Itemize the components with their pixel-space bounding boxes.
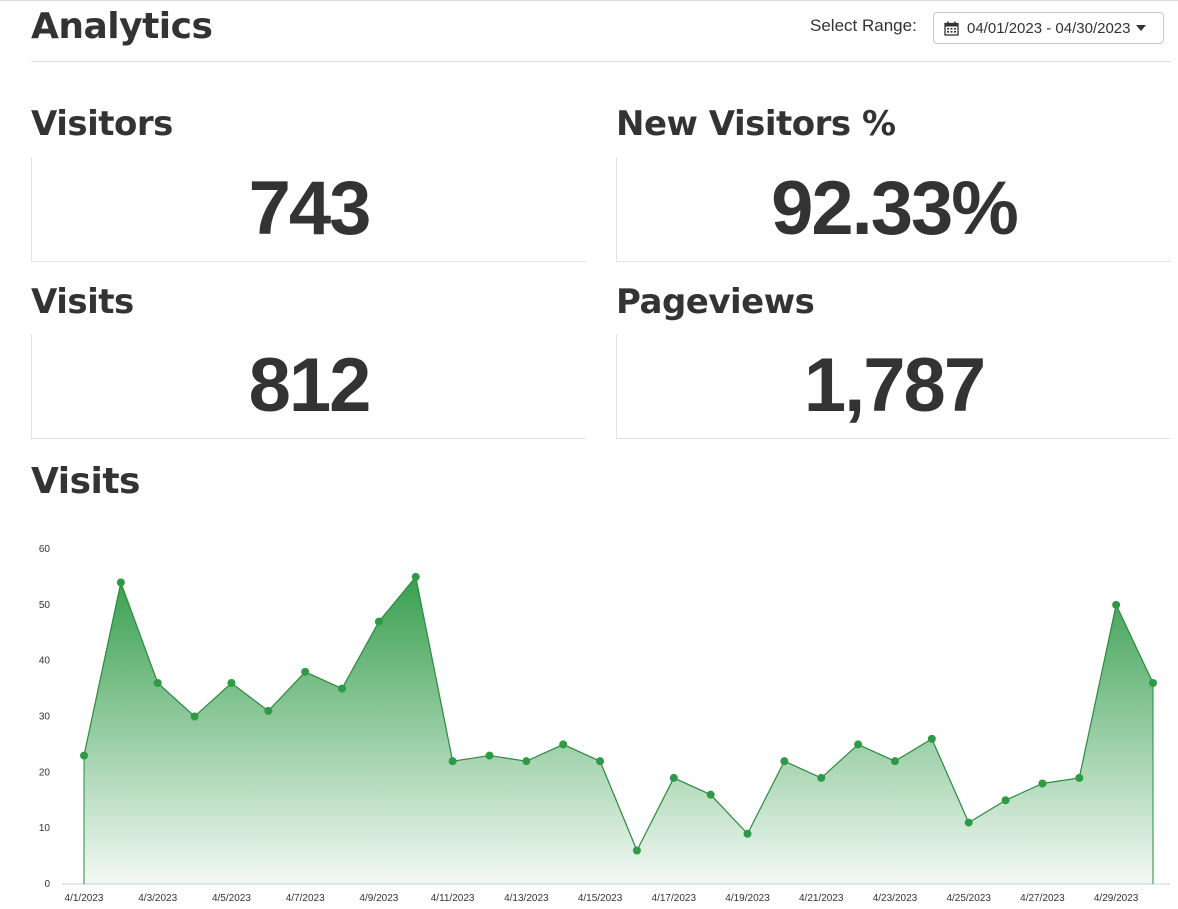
visitors-card: 743 — [31, 157, 586, 262]
data-point[interactable] — [411, 572, 420, 581]
data-point[interactable] — [448, 757, 457, 766]
visits-label: Visits — [31, 282, 134, 322]
visits-series-line — [83, 575, 1154, 852]
pageviews-label: Pageviews — [616, 282, 815, 322]
top-border — [0, 0, 1178, 1]
caret-down-icon — [1136, 25, 1147, 31]
data-point[interactable] — [1075, 773, 1084, 782]
range-label: Select Range: — [810, 16, 917, 35]
data-point[interactable] — [80, 751, 88, 760]
x-tick-label: 4/25/2023 — [946, 893, 991, 904]
y-tick-label: 0 — [44, 879, 50, 890]
date-range-picker[interactable]: 04/01/2023 - 04/30/2023 — [933, 12, 1164, 44]
x-tick-label: 4/15/2023 — [578, 893, 623, 904]
data-point[interactable] — [264, 706, 273, 715]
x-tick-label: 4/21/2023 — [799, 893, 844, 904]
data-point[interactable] — [227, 679, 236, 687]
date-range-value: 04/01/2023 - 04/30/2023 — [967, 19, 1131, 37]
y-tick-label: 20 — [39, 767, 51, 778]
x-tick-label: 4/7/2023 — [286, 893, 325, 904]
pageviews-card: 1,787 — [616, 334, 1171, 439]
data-point[interactable] — [374, 617, 383, 626]
new-visitors-value: 92.33% — [771, 166, 1019, 251]
header-divider — [31, 61, 1171, 62]
new-visitors-label: New Visitors % — [616, 104, 896, 144]
x-tick-label: 4/1/2023 — [65, 893, 104, 904]
x-tick-label: 4/17/2023 — [652, 893, 697, 904]
data-point[interactable] — [559, 740, 568, 749]
x-tick-label: 4/29/2023 — [1094, 893, 1139, 904]
y-tick-label: 10 — [39, 823, 51, 834]
data-point[interactable] — [1001, 796, 1010, 805]
data-point[interactable] — [854, 740, 863, 749]
calendar-icon — [944, 21, 959, 36]
chart-title: Visits — [31, 461, 140, 502]
x-tick-label: 4/23/2023 — [873, 893, 918, 904]
x-tick-label: 4/3/2023 — [138, 893, 177, 904]
data-point[interactable] — [485, 751, 494, 760]
data-point[interactable] — [116, 578, 125, 587]
x-tick-label: 4/27/2023 — [1020, 893, 1065, 904]
data-point[interactable] — [153, 679, 162, 687]
x-tick-label: 4/5/2023 — [212, 893, 251, 904]
data-point[interactable] — [817, 773, 826, 782]
visits-card: 812 — [31, 334, 586, 439]
data-point[interactable] — [964, 818, 973, 827]
data-point[interactable] — [596, 757, 605, 766]
pageviews-value: 1,787 — [803, 343, 986, 428]
data-point[interactable] — [669, 773, 678, 782]
x-tick-label: 4/9/2023 — [359, 893, 398, 904]
x-tick-label: 4/19/2023 — [725, 893, 770, 904]
data-point[interactable] — [522, 757, 531, 766]
x-tick-label: 4/11/2023 — [431, 893, 475, 904]
data-point[interactable] — [927, 734, 936, 743]
data-point[interactable] — [1112, 600, 1121, 609]
new-visitors-card: 92.33% — [616, 157, 1171, 262]
y-tick-label: 40 — [39, 656, 51, 667]
data-point[interactable] — [706, 790, 715, 799]
visitors-label: Visitors — [31, 104, 173, 144]
data-point[interactable] — [743, 829, 752, 838]
data-point[interactable] — [1038, 779, 1047, 788]
visits-value: 812 — [248, 343, 372, 428]
data-point[interactable] — [632, 846, 641, 855]
y-tick-label: 50 — [39, 600, 51, 611]
x-tick-label: 4/13/2023 — [504, 893, 549, 904]
visitors-value: 743 — [248, 166, 372, 251]
y-tick-label: 60 — [39, 544, 51, 555]
data-point[interactable] — [890, 757, 899, 766]
data-point[interactable] — [338, 684, 347, 693]
visits-area-fill — [84, 576, 1153, 884]
page-title: Analytics — [31, 6, 213, 47]
data-point[interactable] — [780, 757, 789, 766]
data-point[interactable] — [301, 667, 310, 676]
data-point[interactable] — [190, 712, 199, 721]
y-tick-label: 30 — [39, 712, 51, 723]
data-point[interactable] — [1149, 679, 1157, 687]
